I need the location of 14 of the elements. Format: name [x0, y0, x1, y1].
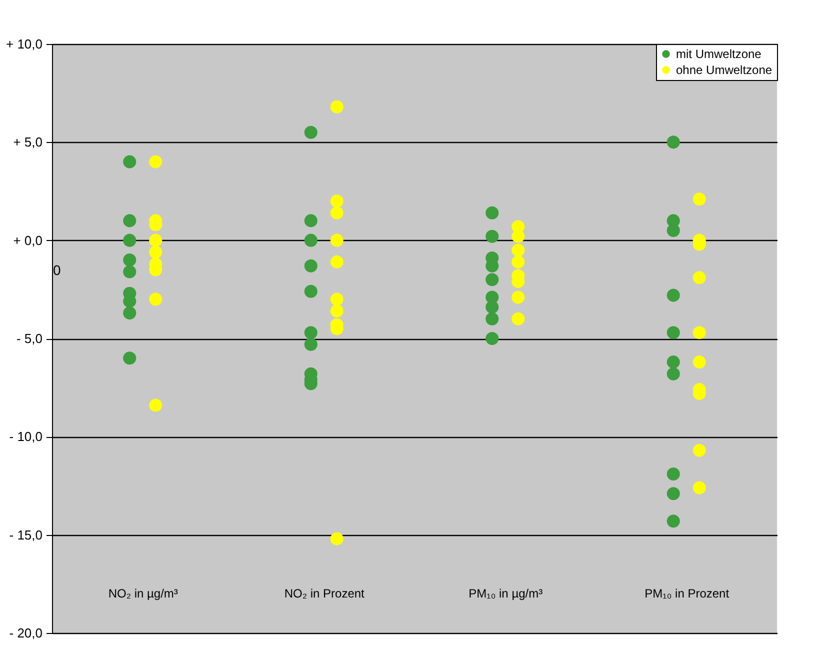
y-tick-label: + 10,0	[6, 36, 42, 52]
y-tick-label: + 5,0	[13, 134, 42, 150]
legend-label: mit Umweltzone	[676, 47, 762, 61]
x-tick-label: PM₁₀ in Prozent	[644, 586, 730, 600]
legend-label: ohne Umweltzone	[676, 63, 772, 77]
y-tick-label: - 20,0	[9, 626, 42, 640]
y-tick-label: + 0,0	[13, 232, 42, 248]
y-tick-label: - 15,0	[9, 527, 42, 542]
y-tick-label: - 5,0	[16, 331, 42, 346]
x-tick-label: NO₂ in Prozent	[284, 586, 366, 600]
annotation: 0	[53, 262, 61, 278]
x-tick-label: PM₁₀ in µg/m³	[468, 586, 543, 600]
y-tick-label: - 10,0	[9, 429, 42, 444]
x-tick-label: NO₂ in µg/m³	[108, 586, 178, 600]
